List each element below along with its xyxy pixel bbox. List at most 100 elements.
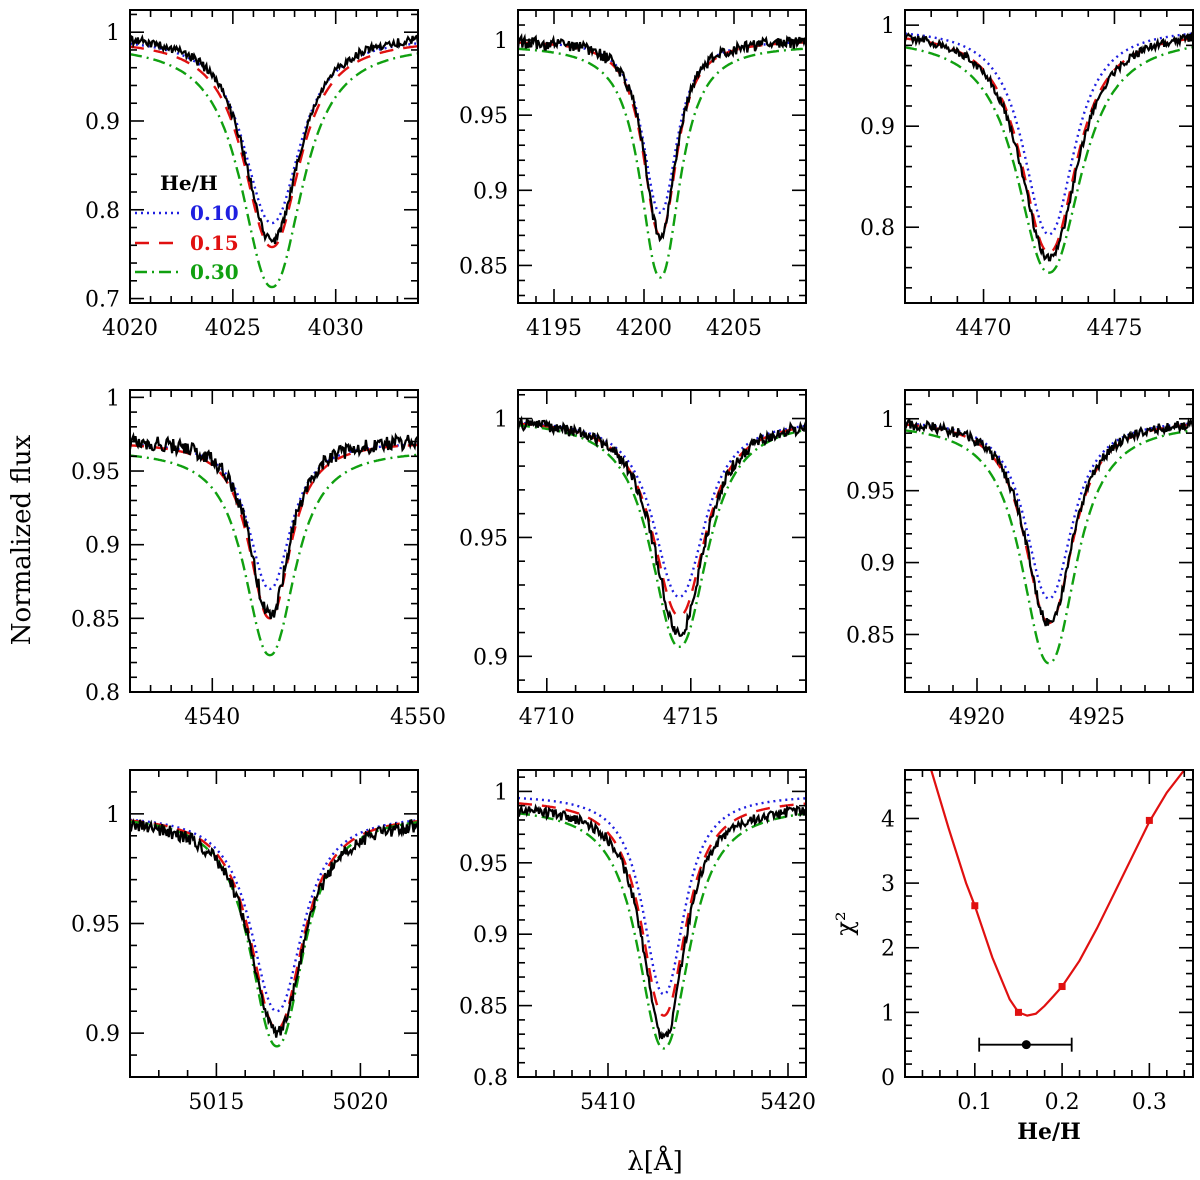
legend-label-0: 0.10 — [190, 201, 239, 225]
y-tick-label: 0.8 — [860, 216, 895, 241]
x-tick-label: 4475 — [1086, 316, 1142, 341]
x-tick-label: 0.3 — [1132, 1090, 1167, 1115]
observed-spectrum — [518, 32, 806, 243]
plot-area — [930, 770, 1186, 1052]
panel-frame — [517, 9, 807, 304]
model-030 — [130, 453, 418, 657]
y-tick-label: 0.85 — [459, 254, 508, 279]
y-tick-label: 0.95 — [459, 852, 508, 877]
chi2-point — [1014, 1008, 1022, 1016]
model-015 — [905, 37, 1193, 254]
panel-frame — [129, 9, 419, 304]
legend-entry-2: 0.30 — [135, 260, 239, 284]
plot-area — [905, 417, 1193, 665]
y-tick-label: 2 — [881, 937, 895, 962]
model-030 — [518, 812, 806, 1050]
x-tick-label: 4550 — [390, 705, 446, 730]
panel-4471: 4470 4475 0.8 0.9 1 — [860, 9, 1194, 341]
y-tick-label: 1 — [881, 14, 895, 39]
x-tick-label: 5015 — [188, 1090, 244, 1115]
estimate-point — [1021, 1040, 1031, 1050]
x-tick-label: 5020 — [332, 1090, 388, 1115]
model-015 — [518, 41, 806, 237]
x-tick-label: 4020 — [102, 316, 158, 341]
model-010 — [905, 32, 1193, 236]
plot-area — [130, 33, 418, 289]
y-tick-label: 1 — [494, 780, 508, 805]
model-030 — [905, 46, 1193, 274]
model-030 — [518, 424, 806, 648]
x-tick-label: 5420 — [760, 1090, 816, 1115]
y-axis-title: Normalized flux — [7, 434, 37, 645]
plot-area — [518, 32, 806, 279]
model-015 — [130, 443, 418, 620]
model-010 — [518, 41, 806, 215]
legend-entry-0: 0.10 — [135, 201, 239, 225]
panels: 4020 4025 4030 0.7 0.8 0.9 1 4195 4200 4205 0.85 0.… — [71, 9, 1194, 1145]
x-tick-label: 4540 — [184, 705, 240, 730]
model-015 — [518, 802, 806, 1017]
model-015 — [905, 423, 1193, 625]
legend-label-2: 0.30 — [190, 260, 239, 284]
x-tick-label: 4920 — [949, 705, 1005, 730]
chi2-point — [971, 902, 979, 910]
x-tick-label: 4715 — [663, 705, 719, 730]
y-tick-label: 1 — [106, 386, 120, 411]
y-tick-label: 1 — [881, 408, 895, 433]
plot-area — [130, 431, 418, 657]
y-tick-label: 0.9 — [85, 1022, 120, 1047]
y-tick-label: 0.7 — [85, 288, 120, 313]
chi2-curve — [930, 770, 1186, 1017]
observed-spectrum — [130, 33, 418, 245]
model-010 — [518, 421, 806, 599]
model-010 — [130, 818, 418, 1013]
panel-frame — [904, 9, 1194, 304]
chi2-y-axis-title: χ² — [831, 911, 859, 935]
panel-4200: 4195 4200 4205 0.85 0.9 0.95 1 — [459, 9, 807, 341]
y-tick-label: 0.9 — [860, 115, 895, 140]
x-tick-label: 4925 — [1069, 705, 1125, 730]
model-010 — [905, 422, 1193, 600]
y-tick-label: 0.9 — [473, 923, 508, 948]
y-tick-label: 0.9 — [860, 552, 895, 577]
x-tick-label: 4195 — [526, 316, 582, 341]
chi2-point — [1145, 816, 1153, 824]
y-tick-label: 0.85 — [71, 607, 120, 632]
x-axis-title: λ[Å] — [627, 1145, 683, 1177]
observed-spectrum — [905, 417, 1193, 627]
y-tick-label: 0.95 — [459, 526, 508, 551]
y-tick-label: 0.8 — [473, 1066, 508, 1091]
x-tick-label: 4710 — [519, 705, 575, 730]
model-030 — [905, 429, 1193, 665]
observed-spectrum — [130, 431, 418, 620]
panel-frame — [129, 389, 419, 693]
observed-spectrum — [905, 31, 1193, 262]
y-tick-label: 0.95 — [71, 460, 120, 485]
model-010 — [518, 796, 806, 996]
y-tick-label: 1 — [494, 29, 508, 54]
plot-area — [130, 818, 418, 1048]
panel-4541: 4540 4550 0.8 0.85 0.9 0.95 1 — [71, 386, 446, 730]
panel-4026: 4020 4025 4030 0.7 0.8 0.9 1 — [85, 9, 419, 341]
model-015 — [130, 819, 418, 1030]
model-015 — [130, 45, 418, 249]
y-tick-label: 0.8 — [85, 681, 120, 706]
y-tick-label: 1 — [106, 803, 120, 828]
chi2-point — [1058, 983, 1066, 991]
panel-5411: 5410 5420 0.8 0.85 0.9 0.95 1 — [459, 769, 816, 1115]
x-tick-label: 4030 — [308, 316, 364, 341]
panel-4922: 4920 4925 0.85 0.9 0.95 1 — [846, 389, 1194, 730]
model-030 — [130, 52, 418, 289]
y-tick-label: 0.9 — [473, 179, 508, 204]
model-010 — [130, 42, 418, 225]
legend: He/H 0.10 0.15 0.30 — [135, 171, 239, 284]
x-tick-label: 4200 — [616, 316, 672, 341]
chi2-x-axis-title: He/H — [1017, 1119, 1081, 1145]
plot-area — [518, 415, 806, 648]
y-tick-label: 0 — [881, 1066, 895, 1091]
panel-frame — [904, 769, 1194, 1078]
y-tick-label: 0.85 — [846, 623, 895, 648]
y-tick-label: 1 — [881, 1001, 895, 1026]
observed-spectrum — [518, 803, 806, 1041]
